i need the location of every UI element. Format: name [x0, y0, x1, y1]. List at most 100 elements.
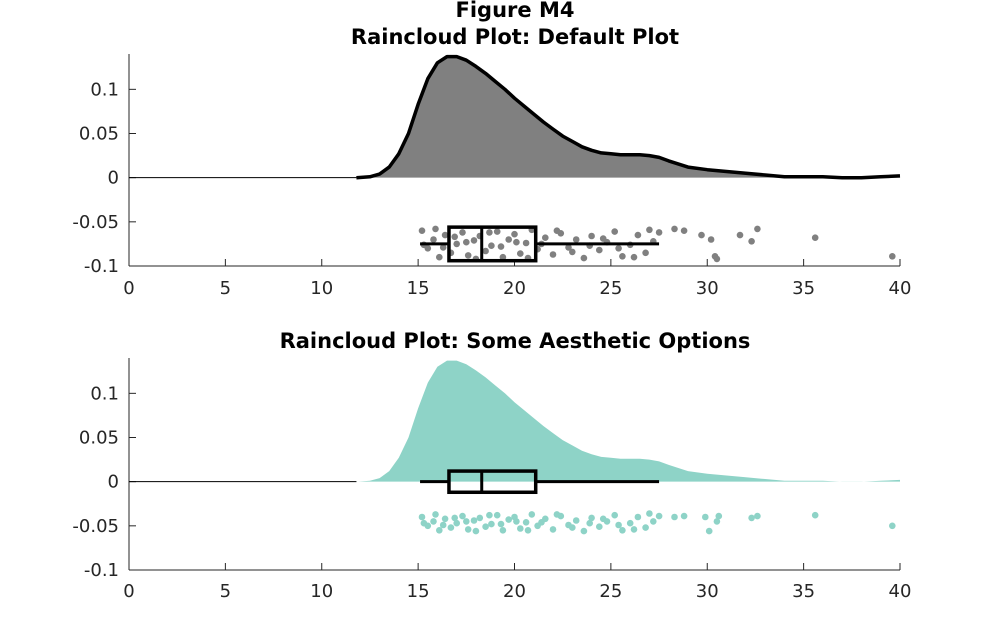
x-tick-label: 10 [310, 278, 333, 299]
rain-point [522, 239, 530, 247]
rain-point [754, 512, 761, 520]
rain-point [517, 525, 524, 532]
rain-point [418, 513, 426, 521]
x-tick-label: 5 [220, 278, 231, 299]
rain-point [488, 520, 495, 528]
rain-point [451, 233, 459, 241]
rain-point [459, 512, 466, 520]
rain-point [470, 517, 478, 524]
x-tick-label: 25 [599, 278, 622, 299]
x-tick-label: 20 [503, 581, 526, 602]
rain-point [748, 238, 755, 245]
rain-point [464, 526, 472, 533]
rain-point [611, 511, 618, 519]
rain-point [420, 519, 428, 527]
rain-point [549, 251, 557, 258]
rain-point [505, 516, 512, 523]
rain-point [505, 236, 512, 243]
rain-point [482, 523, 489, 530]
rain-point [513, 518, 520, 525]
rain-point [549, 526, 557, 533]
rain-point [463, 518, 470, 525]
rain-point [472, 527, 480, 535]
rain-point [889, 252, 896, 260]
rain-point [565, 244, 572, 251]
box-iqr [447, 469, 538, 495]
rain-point [619, 527, 626, 534]
rain-point [470, 237, 478, 244]
rain-point [599, 235, 607, 242]
rain-point [486, 511, 493, 519]
rain-point [553, 511, 561, 518]
rain-point [711, 252, 719, 260]
rain-point [542, 234, 549, 241]
rain-point [553, 227, 561, 234]
rain-point [569, 524, 576, 531]
rain-point [453, 240, 461, 248]
x-tick-label: 15 [407, 581, 430, 602]
chart-panel-aesthetic: Raincloud Plot: Some Aesthetic Options 0… [72, 329, 911, 602]
rain-point [650, 518, 657, 525]
rain-point [493, 511, 501, 519]
rain-point [453, 519, 461, 527]
rain-point [754, 225, 761, 233]
rain-point [439, 244, 447, 251]
rain-point [705, 527, 713, 535]
rain-point [580, 527, 588, 535]
x-tick-label: 30 [696, 278, 719, 299]
y-tick-label: 0 [108, 472, 119, 493]
chart-title: Raincloud Plot: Some Aesthetic Options [280, 329, 751, 353]
rain-point [572, 236, 580, 243]
rain-point [588, 514, 595, 522]
y-tick-label: -0.05 [72, 212, 119, 233]
y-tick-label: 0.05 [79, 428, 119, 449]
x-tick-label: 35 [792, 278, 815, 299]
rain-point [441, 515, 449, 523]
rain-point [736, 231, 744, 239]
rain-point [432, 225, 439, 233]
x-tick-label: 10 [310, 581, 333, 602]
rain-point [671, 225, 678, 233]
rain-point [713, 518, 721, 525]
y-tick-label: 0.1 [90, 383, 119, 404]
rain-point [671, 513, 678, 521]
rain-point [517, 250, 524, 257]
rain-point [596, 523, 603, 530]
y-tick-label: 0.1 [90, 79, 119, 100]
rain-point [436, 527, 443, 534]
rain-point [572, 517, 580, 524]
rain-point [524, 527, 532, 534]
rain-point [528, 511, 536, 518]
chart-title: Raincloud Plot: Default Plot [351, 25, 679, 49]
rain-point [630, 526, 638, 533]
rain-point [642, 524, 649, 531]
rain-point [430, 518, 437, 525]
rain-point [599, 515, 607, 523]
rain-point [441, 231, 449, 239]
rain-point [430, 236, 437, 243]
rain-point [680, 227, 688, 234]
x-tick-label: 20 [503, 278, 526, 299]
rain-point [646, 226, 653, 234]
rain-point [707, 236, 715, 243]
rain-point [811, 234, 819, 241]
rain-point [615, 521, 622, 529]
x-tick-label: 30 [696, 581, 719, 602]
rain-point [680, 512, 688, 520]
x-tick-label: 5 [220, 581, 231, 602]
x-tick-label: 0 [123, 581, 134, 602]
rain-point [889, 522, 896, 530]
rain-point [463, 238, 470, 246]
rain-point [459, 229, 466, 236]
rain-point [488, 242, 495, 249]
rain-point [569, 248, 576, 256]
rain-point [619, 252, 626, 260]
density-outline [356, 54, 901, 180]
rain-point [447, 524, 455, 531]
y-tick-label: -0.1 [84, 560, 119, 581]
rain-point [588, 232, 595, 240]
rain-point [655, 229, 663, 236]
rain-point [513, 238, 520, 246]
y-tick-label: -0.05 [72, 516, 119, 537]
figure-title: Figure M4 [456, 0, 575, 22]
